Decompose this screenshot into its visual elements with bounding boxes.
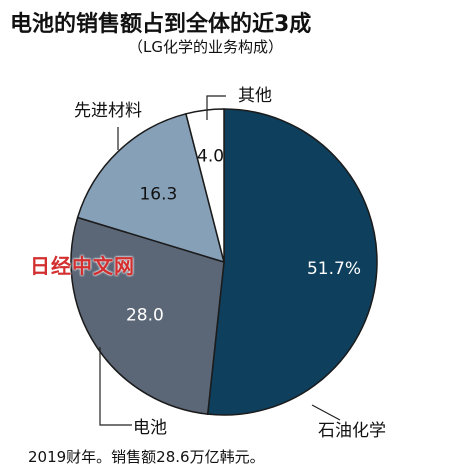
slice-value-label-3: 4.0	[197, 147, 224, 167]
slice-value-label-2: 16.3	[139, 184, 177, 204]
leader-line-1	[99, 347, 132, 426]
leader-line-0	[311, 404, 341, 421]
pie-slice-3	[185, 108, 225, 263]
pie-slice-0	[206, 108, 378, 416]
slice-category-label-3: 其他	[238, 86, 272, 106]
slice-category-label-1: 电池	[133, 418, 167, 438]
slice-value-label-0: 51.7%	[307, 259, 361, 279]
slice-category-label-2: 先进材料	[74, 101, 142, 121]
slice-value-label-1: 28.0	[126, 305, 164, 325]
slice-category-label-0: 石油化学	[318, 421, 386, 441]
chart-title: 电池的销售额占到全体的近3成	[10, 12, 312, 37]
leader-line-3	[206, 95, 226, 120]
pie-slice-2	[76, 112, 226, 264]
pie-slice-1	[70, 216, 225, 415]
chart-footnote: 2019财年。销售额28.6万亿韩元。	[28, 448, 265, 466]
watermark-logo: 日经中文网	[30, 254, 135, 278]
chart-subtitle: （LG化学的业务构成）	[128, 38, 283, 56]
